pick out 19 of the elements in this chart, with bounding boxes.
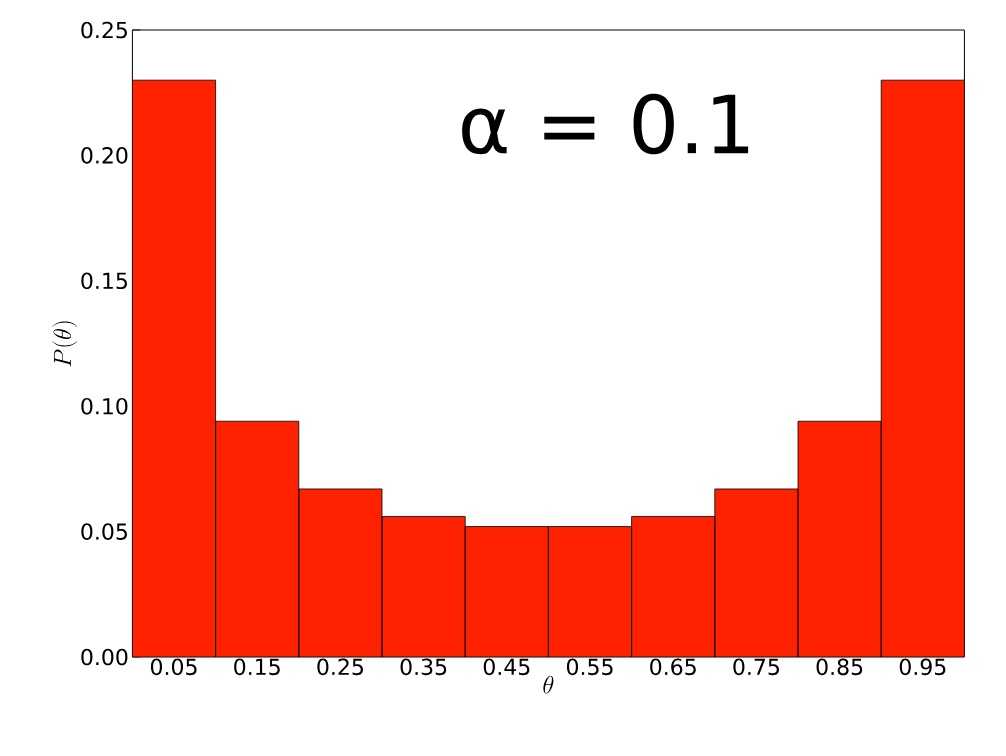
x-tick-label: 0.75 (733, 658, 779, 676)
x-tick-label: 0.55 (566, 658, 613, 676)
y-tick-label: 0.10 (81, 397, 128, 415)
y-tick-label: 0.25 (81, 21, 127, 39)
annotation: α = 0.1 (462, 93, 749, 155)
x-tick-label: 0.45 (483, 658, 530, 676)
x-tick-label: 0.05 (150, 658, 197, 676)
x-axis-title: $\theta$ (543, 675, 554, 694)
x-tick-label: 0.85 (816, 658, 863, 676)
x-tick-label: 0.65 (650, 658, 696, 676)
x-tick-label: 0.25 (317, 658, 363, 676)
x-tick-label: 0.95 (899, 658, 946, 676)
x-tick-label: 0.15 (234, 658, 280, 676)
x-tick-label: 0.35 (400, 658, 447, 676)
y-axis-title: $P(\theta)$ (52, 321, 78, 367)
y-tick-label: 0.20 (81, 147, 128, 164)
y-tick-label: 0.00 (81, 648, 128, 666)
y-tick-label: 0.15 (81, 272, 127, 290)
y-tick-label: 0.05 (81, 523, 127, 540)
